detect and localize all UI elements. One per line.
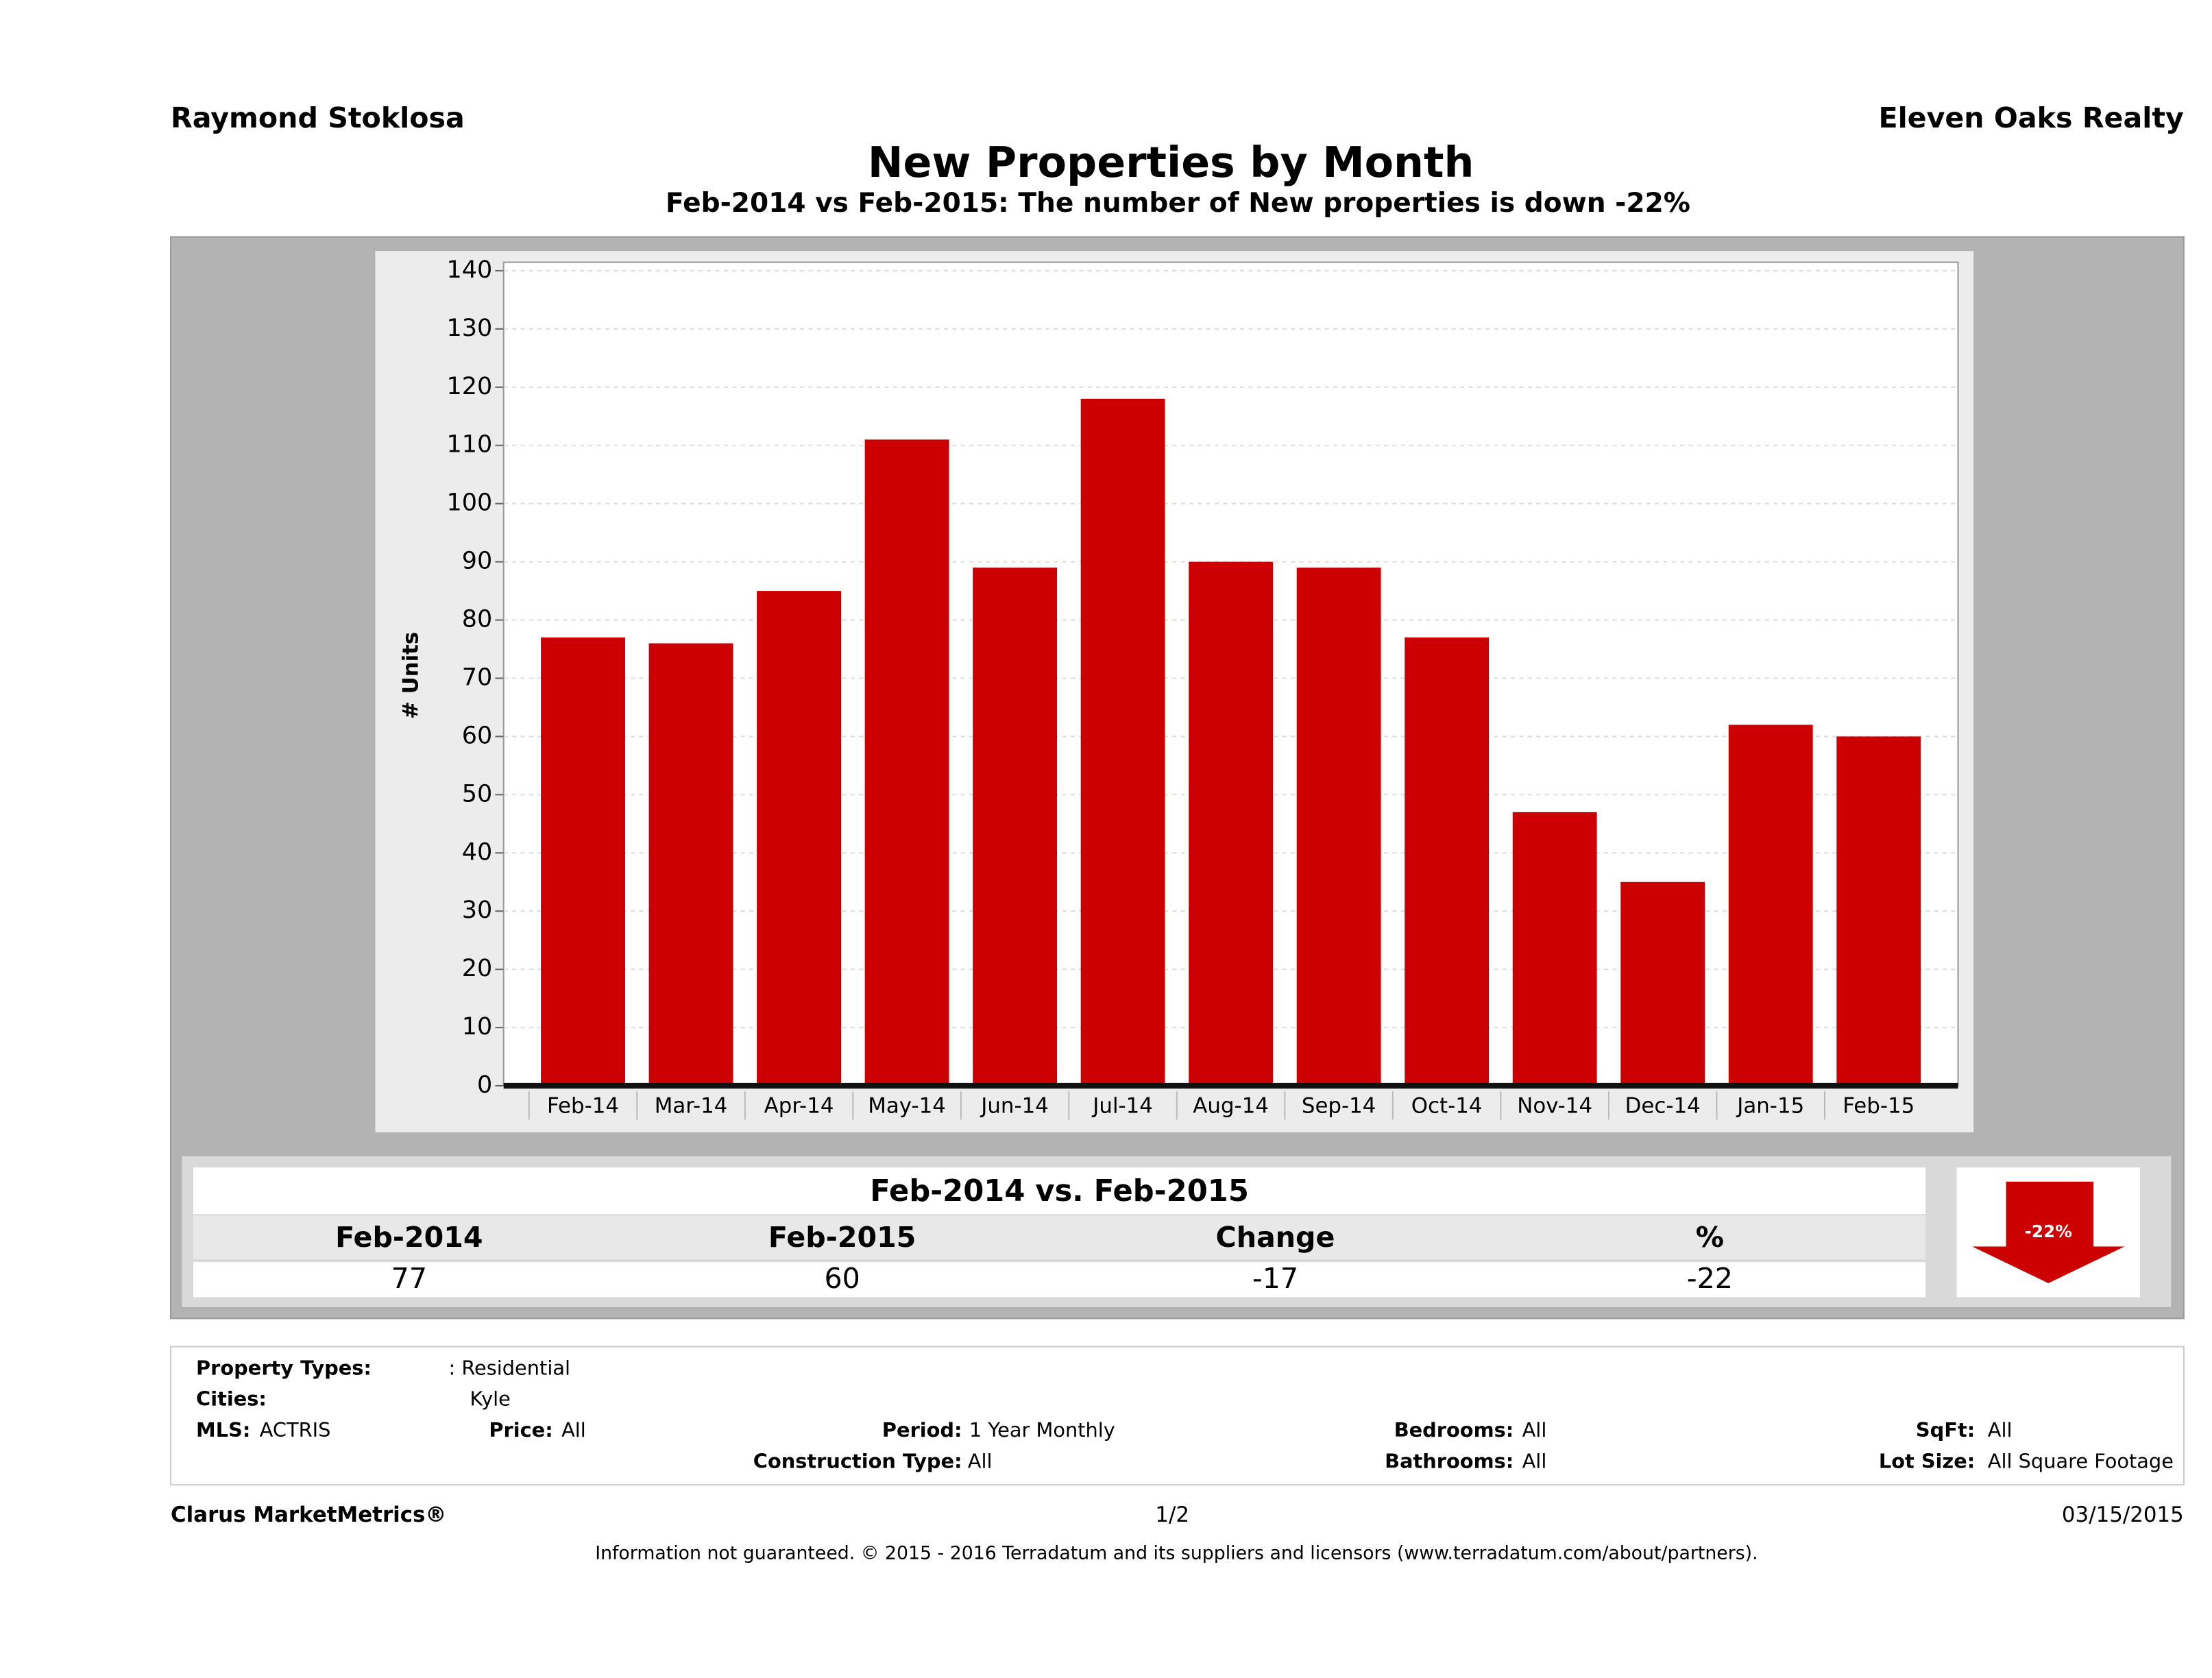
filter-label: Bathrooms: bbox=[1385, 1449, 1514, 1472]
filter-value: Kyle bbox=[470, 1387, 511, 1411]
footer-date: 03/15/2015 bbox=[2062, 1503, 2184, 1527]
badge-label: -22% bbox=[2025, 1221, 2072, 1241]
summary-header: Feb-2015 bbox=[768, 1221, 916, 1254]
footer-page: 1/2 bbox=[1155, 1503, 1189, 1527]
x-tick-label: Oct-14 bbox=[1411, 1093, 1483, 1118]
bar bbox=[1405, 637, 1490, 1086]
y-tick-label: 50 bbox=[462, 780, 493, 807]
company-name: Eleven Oaks Realty bbox=[1878, 101, 2184, 134]
filter-label: MLS: bbox=[196, 1418, 250, 1442]
y-tick-label: 130 bbox=[446, 315, 492, 342]
y-tick-label: 60 bbox=[462, 722, 493, 749]
y-tick-label: 0 bbox=[477, 1071, 492, 1099]
bar bbox=[541, 637, 625, 1086]
bar bbox=[1080, 398, 1165, 1086]
agent-name: Raymond Stoklosa bbox=[171, 101, 465, 134]
x-tick-label: Jun-14 bbox=[980, 1093, 1049, 1118]
bar bbox=[1836, 736, 1921, 1086]
y-tick-label: 30 bbox=[462, 897, 493, 924]
filter-value: All bbox=[1522, 1418, 1547, 1442]
bar bbox=[1512, 812, 1597, 1086]
y-tick-label: 110 bbox=[446, 431, 492, 459]
bar bbox=[1296, 568, 1381, 1086]
y-axis-label: # Units bbox=[398, 632, 423, 719]
x-tick-label: Nov-14 bbox=[1517, 1093, 1592, 1118]
bar bbox=[973, 568, 1058, 1086]
filter-value: All bbox=[1522, 1449, 1547, 1472]
filter-value: All bbox=[1988, 1418, 2013, 1442]
footer-disclaimer: Information not guaranteed. © 2015 - 201… bbox=[595, 1542, 1758, 1564]
filter-label: Lot Size: bbox=[1879, 1449, 1975, 1472]
filter-label: Construction Type: bbox=[753, 1449, 962, 1472]
summary-value: 60 bbox=[824, 1262, 860, 1295]
bar bbox=[757, 591, 841, 1086]
footer-brand: Clarus MarketMetrics® bbox=[171, 1503, 446, 1527]
x-tick-label: May-14 bbox=[868, 1093, 946, 1118]
filter-label: Cities: bbox=[196, 1387, 267, 1411]
summary-header-row bbox=[193, 1215, 1926, 1260]
summary-value: -22 bbox=[1687, 1262, 1733, 1295]
down-arrow bbox=[1972, 1181, 2125, 1283]
filter-value: 1 Year Monthly bbox=[969, 1418, 1115, 1442]
filters: Property Types: : Residential Cities: Kyle M… bbox=[196, 1356, 2174, 1472]
summary-title: Feb-2014 vs. Feb-2015 bbox=[870, 1174, 1249, 1208]
x-tick-label: Feb-14 bbox=[547, 1093, 619, 1118]
x-tick-label: Sep-14 bbox=[1302, 1093, 1376, 1118]
x-tick-label: Jan-15 bbox=[1736, 1093, 1804, 1118]
x-tick-label: Apr-14 bbox=[764, 1093, 834, 1118]
y-tick-label: 140 bbox=[446, 256, 492, 284]
summary-header: % bbox=[1696, 1221, 1724, 1254]
y-tick-label: 80 bbox=[462, 606, 493, 633]
x-tick-label: Aug-14 bbox=[1193, 1093, 1269, 1118]
summary-value: -17 bbox=[1252, 1262, 1298, 1295]
plot: 0 10 20 30 40 50 60 70 80 90 100 110 120 130 140 Feb-14… bbox=[446, 256, 1958, 1120]
y-tick-label: 120 bbox=[446, 373, 492, 400]
filter-label: Property Types: bbox=[196, 1356, 372, 1379]
filter-value: ACTRIS bbox=[260, 1418, 331, 1442]
y-tick-label: 100 bbox=[446, 489, 492, 517]
x-tick-label: Mar-14 bbox=[655, 1093, 728, 1118]
filter-label: Price: bbox=[489, 1418, 552, 1442]
x-tick-label: Feb-15 bbox=[1843, 1093, 1915, 1118]
bar bbox=[1620, 881, 1705, 1086]
y-tick-label: 20 bbox=[462, 955, 493, 982]
chart-subtitle: Feb-2014 vs Feb-2015: The number of New … bbox=[666, 188, 1690, 219]
bar bbox=[1728, 725, 1813, 1086]
y-tick-label: 70 bbox=[462, 664, 493, 691]
summary-value: 77 bbox=[391, 1262, 427, 1295]
y-tick-label: 90 bbox=[462, 548, 493, 575]
summary-title-row bbox=[193, 1167, 1926, 1215]
filter-value: All Square Footage bbox=[1988, 1449, 2174, 1472]
filter-value: : Residential bbox=[448, 1356, 570, 1379]
filter-value: All bbox=[561, 1418, 586, 1442]
summary-header: Change bbox=[1216, 1221, 1335, 1254]
y-tick-label: 40 bbox=[462, 838, 493, 866]
filter-label: Bedrooms: bbox=[1394, 1418, 1514, 1442]
bar bbox=[648, 643, 733, 1086]
bar bbox=[1189, 561, 1274, 1086]
filter-value: All bbox=[968, 1449, 993, 1472]
chart-title: New Properties by Month bbox=[868, 138, 1474, 187]
bar bbox=[864, 439, 949, 1086]
y-tick-label: 10 bbox=[462, 1013, 493, 1041]
summary-value-row bbox=[193, 1262, 1926, 1298]
filter-label: SqFt: bbox=[1916, 1418, 1975, 1442]
x-tick-label: Dec-14 bbox=[1625, 1093, 1701, 1118]
filters-box bbox=[169, 1346, 2185, 1486]
x-tick-label: Jul-14 bbox=[1091, 1093, 1153, 1118]
filter-label: Period: bbox=[882, 1418, 962, 1442]
summary-header: Feb-2014 bbox=[335, 1221, 483, 1254]
